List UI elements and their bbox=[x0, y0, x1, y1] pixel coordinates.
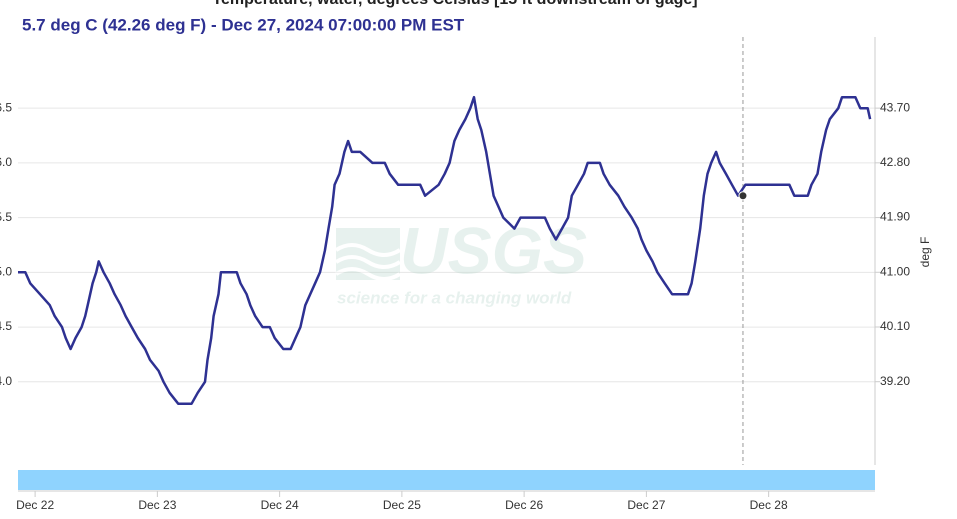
grid bbox=[18, 107, 875, 383]
y-tick-label: 5.5 bbox=[0, 210, 12, 224]
x-tick-label: Dec 22 bbox=[16, 498, 54, 512]
y2-tick-label: 41.90 bbox=[880, 210, 910, 224]
y-tick-label: 6.0 bbox=[0, 155, 12, 169]
chart-subtitle: 5.7 deg C (42.26 deg F) - Dec 27, 2024 0… bbox=[22, 15, 465, 34]
y-tick-label: 4.0 bbox=[0, 374, 12, 388]
data-line bbox=[18, 95, 872, 405]
y-tick-label: 6.5 bbox=[0, 100, 12, 114]
watermark: USGS bbox=[400, 213, 587, 287]
x-tick-label: Dec 28 bbox=[750, 498, 788, 512]
y2-tick-label: 39.20 bbox=[880, 374, 910, 388]
watermark-tagline: science for a changing world bbox=[337, 288, 572, 307]
y-tick-label: 5.0 bbox=[0, 265, 12, 279]
x-tick-label: Dec 23 bbox=[138, 498, 176, 512]
chart-title: Temperature, water, degrees Celsius [15 … bbox=[212, 0, 697, 8]
y2-tick-label: 43.70 bbox=[880, 100, 910, 114]
x-tick-label: Dec 24 bbox=[261, 498, 299, 512]
navigator-bar[interactable] bbox=[18, 470, 875, 490]
y2-axis-label: deg F bbox=[918, 237, 932, 268]
logo-mark bbox=[336, 228, 400, 280]
y2-tick-label: 41.00 bbox=[880, 264, 910, 278]
usgs-logo: USGS science for a changing world bbox=[334, 213, 587, 307]
x-tick-label: Dec 26 bbox=[505, 498, 543, 512]
y2-tick-label: 40.10 bbox=[880, 319, 910, 333]
y-tick-label: 4.5 bbox=[0, 319, 12, 333]
x-tick-label: Dec 25 bbox=[383, 498, 421, 512]
highlight-point bbox=[738, 191, 748, 201]
x-tick-label: Dec 27 bbox=[627, 498, 665, 512]
logo-waves bbox=[334, 243, 402, 281]
y2-tick-label: 42.80 bbox=[880, 155, 910, 169]
